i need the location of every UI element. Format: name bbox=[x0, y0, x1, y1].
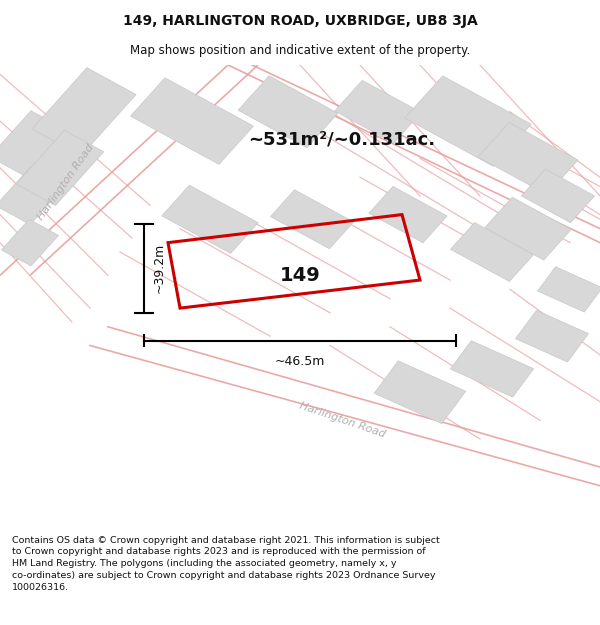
Polygon shape bbox=[0, 111, 70, 178]
Polygon shape bbox=[485, 198, 571, 260]
Polygon shape bbox=[32, 68, 136, 156]
Text: Harlington Road: Harlington Road bbox=[298, 401, 386, 440]
Polygon shape bbox=[335, 81, 421, 143]
Polygon shape bbox=[405, 76, 531, 166]
Polygon shape bbox=[538, 267, 600, 312]
Text: ~46.5m: ~46.5m bbox=[275, 355, 325, 368]
Polygon shape bbox=[1, 219, 59, 266]
Polygon shape bbox=[271, 190, 353, 249]
Polygon shape bbox=[374, 361, 466, 424]
Polygon shape bbox=[162, 185, 258, 253]
Polygon shape bbox=[16, 131, 104, 206]
Polygon shape bbox=[131, 78, 253, 164]
Text: Contains OS data © Crown copyright and database right 2021. This information is : Contains OS data © Crown copyright and d… bbox=[12, 536, 440, 592]
Polygon shape bbox=[238, 76, 338, 148]
Polygon shape bbox=[451, 341, 533, 397]
Polygon shape bbox=[521, 169, 595, 222]
Polygon shape bbox=[478, 122, 578, 194]
Text: Harlington Road: Harlington Road bbox=[36, 142, 96, 222]
Polygon shape bbox=[369, 186, 447, 242]
Text: ~39.2m: ~39.2m bbox=[153, 243, 166, 294]
Text: 149: 149 bbox=[280, 266, 320, 285]
Text: ~531m²/~0.131ac.: ~531m²/~0.131ac. bbox=[248, 131, 436, 149]
Polygon shape bbox=[451, 222, 533, 281]
Text: Map shows position and indicative extent of the property.: Map shows position and indicative extent… bbox=[130, 44, 470, 58]
Polygon shape bbox=[0, 168, 64, 224]
Polygon shape bbox=[515, 310, 589, 362]
Text: 149, HARLINGTON ROAD, UXBRIDGE, UB8 3JA: 149, HARLINGTON ROAD, UXBRIDGE, UB8 3JA bbox=[122, 14, 478, 28]
